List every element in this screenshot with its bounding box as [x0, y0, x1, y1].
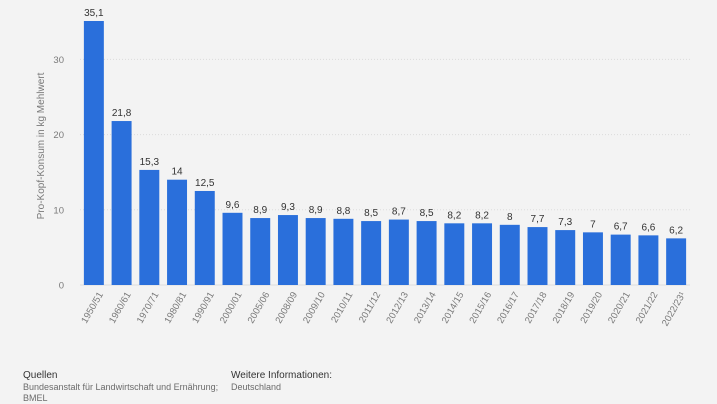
x-tick-label: 2016/17: [495, 290, 522, 325]
bar-value-label: 35,1: [84, 8, 104, 19]
y-tick-label: 0: [59, 281, 64, 292]
bar-value-label: 9,3: [281, 202, 295, 213]
y-tick-label: 30: [53, 55, 64, 66]
y-axis-ticks: 0 10 20 30: [53, 55, 64, 292]
bar-value-label: 12,5: [195, 178, 215, 189]
x-tick-label: 2012/13: [384, 290, 411, 325]
x-tick-label: 2008/09: [273, 290, 300, 325]
bar-value-label: 6,2: [669, 225, 683, 236]
info-title: Weitere Informationen:: [231, 370, 332, 381]
bar: [194, 190, 215, 285]
bar: [499, 224, 520, 285]
bar-value-label: 7,7: [531, 214, 545, 225]
bar-value-label: 8,8: [336, 206, 350, 217]
x-tick-label: 2009/10: [301, 290, 328, 325]
bars: [83, 21, 687, 286]
bar: [472, 223, 493, 285]
bar: [444, 223, 465, 285]
bar: [277, 215, 298, 285]
sources-title: Quellen: [23, 370, 58, 381]
bar-value-label: 8,2: [475, 210, 489, 221]
x-tick-label: 2019/20: [578, 290, 605, 325]
sources-line: BMEL: [23, 393, 48, 403]
bar: [527, 227, 548, 285]
bar: [139, 169, 160, 285]
bar-chart: 0 10 20 30 Pro-Kopf-Konsum in kg Mehlwert 3…: [36, 8, 690, 328]
bar: [250, 218, 271, 285]
bar-value-label: 8,2: [447, 210, 461, 221]
bar-value-label: 7,3: [558, 217, 572, 228]
bar-value-label: 8,5: [364, 208, 378, 219]
x-tick-label: 1980/81: [162, 290, 189, 325]
x-tick-label: 1990/91: [190, 290, 217, 325]
bar-value-label: 15,3: [140, 157, 160, 168]
bar: [361, 221, 382, 285]
x-tick-label: 2022/23¹: [660, 290, 688, 328]
sources-block: Quellen Bundesanstalt für Landwirtschaft…: [23, 370, 223, 404]
x-tick-label: 2005/06: [246, 290, 273, 325]
bar: [555, 230, 576, 285]
x-axis-ticks: 1950/51 1960/61 1970/71 1980/81 1990/91 2000/…: [79, 290, 688, 328]
x-tick-label: 2011/12: [357, 290, 383, 325]
bar: [638, 235, 659, 285]
x-tick-label: 2021/22: [634, 290, 661, 325]
bar-value-label: 8,7: [392, 207, 406, 218]
bar: [83, 21, 104, 285]
value-labels: 35,1 21,8 15,3 14 12,5 9,6 8,9 9,3 8,9 8,8 8,5 8,7 8…: [84, 8, 683, 236]
info-line: Deutschland: [231, 382, 282, 392]
bar: [111, 121, 132, 286]
x-tick-label: 2014/15: [440, 290, 467, 325]
bar: [666, 238, 687, 285]
x-tick-label: 1960/61: [107, 290, 134, 325]
x-tick-label: 2010/11: [329, 290, 355, 325]
x-tick-label: 1950/51: [79, 290, 106, 325]
x-tick-label: 2017/18: [523, 290, 550, 325]
bar-value-label: 14: [171, 167, 183, 178]
bar-value-label: 8: [507, 212, 513, 223]
x-tick-label: 2018/19: [551, 290, 578, 325]
y-axis-label: Pro-Kopf-Konsum in kg Mehlwert: [36, 72, 47, 219]
y-tick-label: 20: [53, 130, 64, 141]
bar: [610, 234, 631, 285]
x-tick-label: 2000/01: [218, 290, 245, 325]
bar: [582, 232, 603, 285]
bar: [305, 218, 326, 285]
sources-line: Bundesanstalt für Landwirtschaft und Ern…: [23, 382, 219, 392]
bar-value-label: 7: [590, 219, 596, 230]
bar: [388, 219, 409, 285]
bar: [167, 179, 188, 285]
bar: [333, 218, 354, 285]
info-block: Weitere Informationen: Deutschland: [231, 370, 431, 393]
x-tick-label: 2020/21: [606, 290, 633, 325]
x-tick-label: 1970/71: [135, 290, 162, 325]
y-tick-label: 10: [53, 205, 64, 216]
x-tick-label: 2013/14: [412, 290, 439, 325]
x-tick-label: 2015/16: [467, 290, 494, 325]
bar-value-label: 8,9: [309, 205, 323, 216]
bar-value-label: 21,8: [112, 108, 132, 119]
bar-value-label: 8,5: [420, 208, 434, 219]
bar: [416, 221, 437, 285]
bar-value-label: 9,6: [226, 200, 240, 211]
bar-value-label: 6,7: [614, 222, 628, 233]
bar-value-label: 8,9: [253, 205, 267, 216]
bar: [222, 212, 243, 285]
bar-value-label: 6,6: [641, 222, 655, 233]
